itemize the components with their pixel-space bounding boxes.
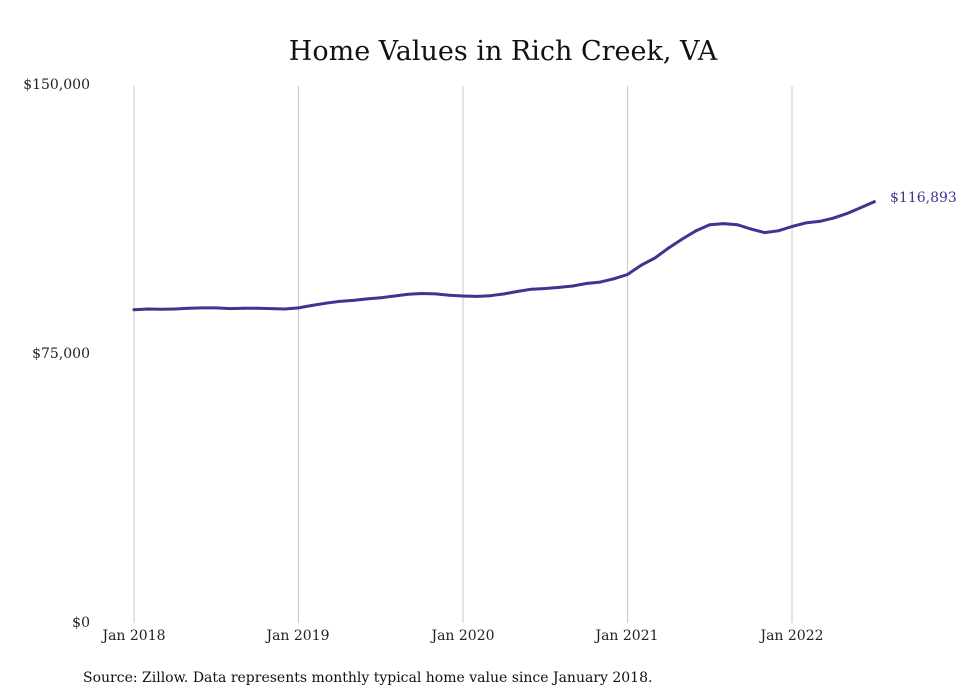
data-point-2021-01 [626,273,629,276]
data-point-2018-06 [201,306,204,310]
data-point-2021-11 [763,231,766,235]
data-point-2019-08 [393,294,396,298]
x-tick-label-jan-2022: Jan 2022 [758,628,823,644]
data-point-2022-04 [831,216,835,220]
data-point-2020-09 [571,284,575,288]
data-point-2020-11 [598,280,602,284]
data-point-2020-02 [475,295,479,298]
data-point-2019-09 [406,292,410,296]
end-value-label: $116,893 [890,190,957,206]
data-point-2021-04 [667,246,670,250]
data-point-2022-01 [790,225,794,228]
data-point-2020-03 [489,294,492,298]
data-point-2022-02 [804,221,808,225]
data-point-2020-07 [543,287,547,290]
y-tick-label-150000: $150,000 [23,77,90,93]
data-point-2021-05 [680,237,684,241]
data-point-2018-01 [132,308,136,312]
y-tick-label-75000: $75,000 [32,346,90,362]
data-point-2019-11 [434,292,437,296]
data-point-2020-08 [557,286,561,289]
data-point-2019-05 [351,299,355,302]
data-point-2020-06 [530,287,533,291]
data-point-2021-06 [694,229,698,233]
data-point-2020-04 [502,292,506,296]
data-point-2020-10 [585,282,588,285]
data-point-2019-06 [365,297,369,301]
data-point-2018-11 [269,307,273,310]
data-point-2021-08 [722,222,725,226]
data-point-2018-04 [173,307,177,311]
data-point-2021-09 [735,223,739,227]
data-point-2020-05 [516,290,520,293]
x-tick-label-jan-2019: Jan 2019 [264,628,329,644]
x-tick-label-jan-2021: Jan 2021 [593,628,658,644]
data-point-2019-04 [338,300,341,303]
data-point-2021-07 [708,223,712,227]
data-point-2018-02 [146,307,150,311]
data-point-2021-12 [776,229,780,233]
data-point-2018-12 [283,307,287,311]
x-tick-label-jan-2020: Jan 2020 [429,628,494,644]
data-point-2021-02 [639,263,643,267]
data-point-2019-10 [420,292,424,295]
data-point-2018-07 [214,306,218,310]
source-note: Source: Zillow. Data represents monthly … [83,670,652,686]
data-point-2019-07 [379,296,383,300]
data-point-2019-01 [297,306,300,310]
data-point-2022-06 [859,206,862,210]
data-point-2022-07 [872,200,876,204]
data-points [132,200,876,312]
data-point-2021-10 [749,227,753,231]
data-point-2019-03 [324,301,328,305]
data-point-2019-12 [447,293,451,297]
data-point-2020-01 [461,294,465,298]
data-point-2021-03 [653,256,657,260]
data-point-2020-12 [612,277,616,281]
chart-title: Home Values in Rich Creek, VA [289,36,718,67]
data-point-2018-05 [187,306,191,310]
data-point-2018-10 [256,306,259,310]
data-point-2022-03 [818,220,821,223]
y-tick-label-0: $0 [72,615,90,631]
data-point-2018-03 [160,307,163,311]
data-point-2018-08 [228,307,232,310]
data-point-2022-05 [845,212,849,216]
gridlines [133,86,793,623]
data-point-2019-02 [310,304,314,307]
x-tick-label-jan-2018: Jan 2018 [100,628,165,644]
data-point-2018-09 [242,306,246,310]
